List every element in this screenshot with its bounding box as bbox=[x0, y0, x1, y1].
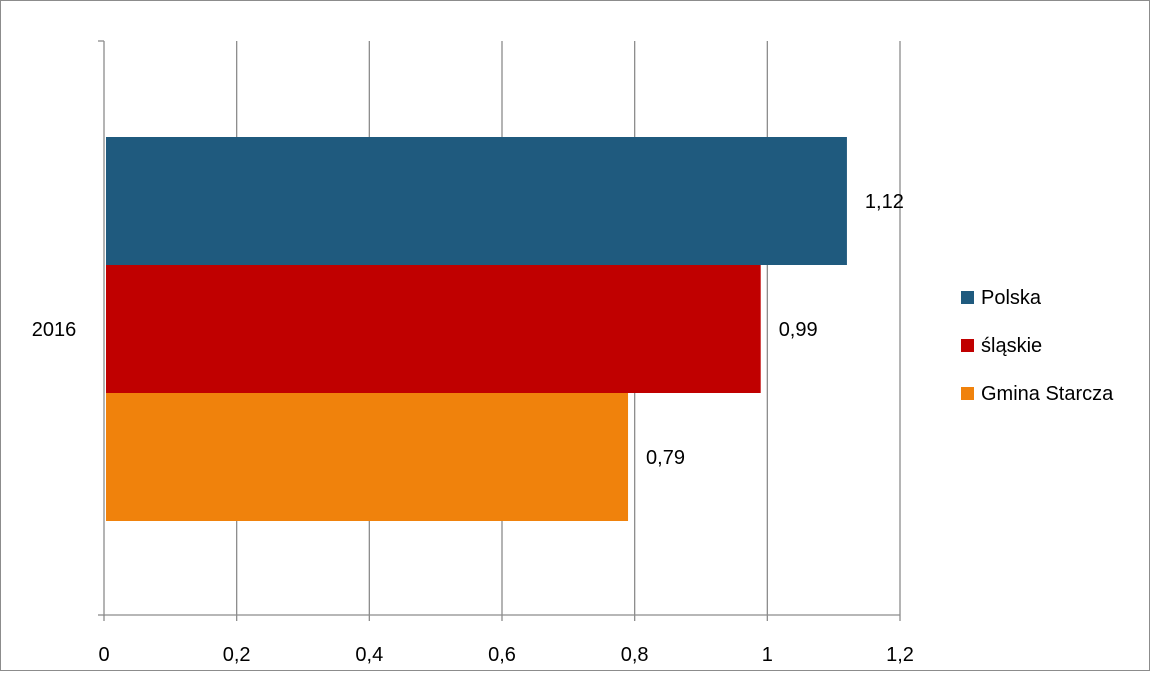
x-tick-label: 0,6 bbox=[488, 644, 516, 666]
legend-label: Gmina Starcza bbox=[981, 383, 1114, 405]
x-tick-label: 0,2 bbox=[223, 644, 251, 666]
legend-swatch bbox=[961, 291, 974, 304]
axes: 0 0,2 0,4 0,6 0,8 1 1,2 2016 bbox=[32, 40, 914, 666]
bars bbox=[106, 137, 847, 521]
legend-label: Polska bbox=[981, 287, 1042, 309]
x-tick-label: 0,8 bbox=[621, 644, 649, 666]
x-tick-label: 1 bbox=[762, 644, 773, 666]
data-label: 0,99 bbox=[779, 319, 818, 341]
legend: Polska śląskie Gmina Starcza bbox=[961, 287, 1114, 405]
category-label: 2016 bbox=[32, 319, 77, 341]
legend-swatch bbox=[961, 339, 974, 352]
x-tick-label: 0,4 bbox=[355, 644, 383, 666]
data-label: 1,12 bbox=[865, 191, 904, 213]
data-labels: 1,12 0,99 0,79 bbox=[646, 191, 904, 469]
bar-śląskie bbox=[106, 265, 761, 393]
x-tick-label: 0 bbox=[98, 644, 109, 666]
data-label: 0,79 bbox=[646, 447, 685, 469]
bar-polska bbox=[106, 137, 847, 265]
legend-swatch bbox=[961, 387, 974, 400]
legend-label: śląskie bbox=[981, 335, 1042, 357]
x-tick-label: 1,2 bbox=[886, 644, 914, 666]
bar-gmina-starcza bbox=[106, 393, 629, 521]
